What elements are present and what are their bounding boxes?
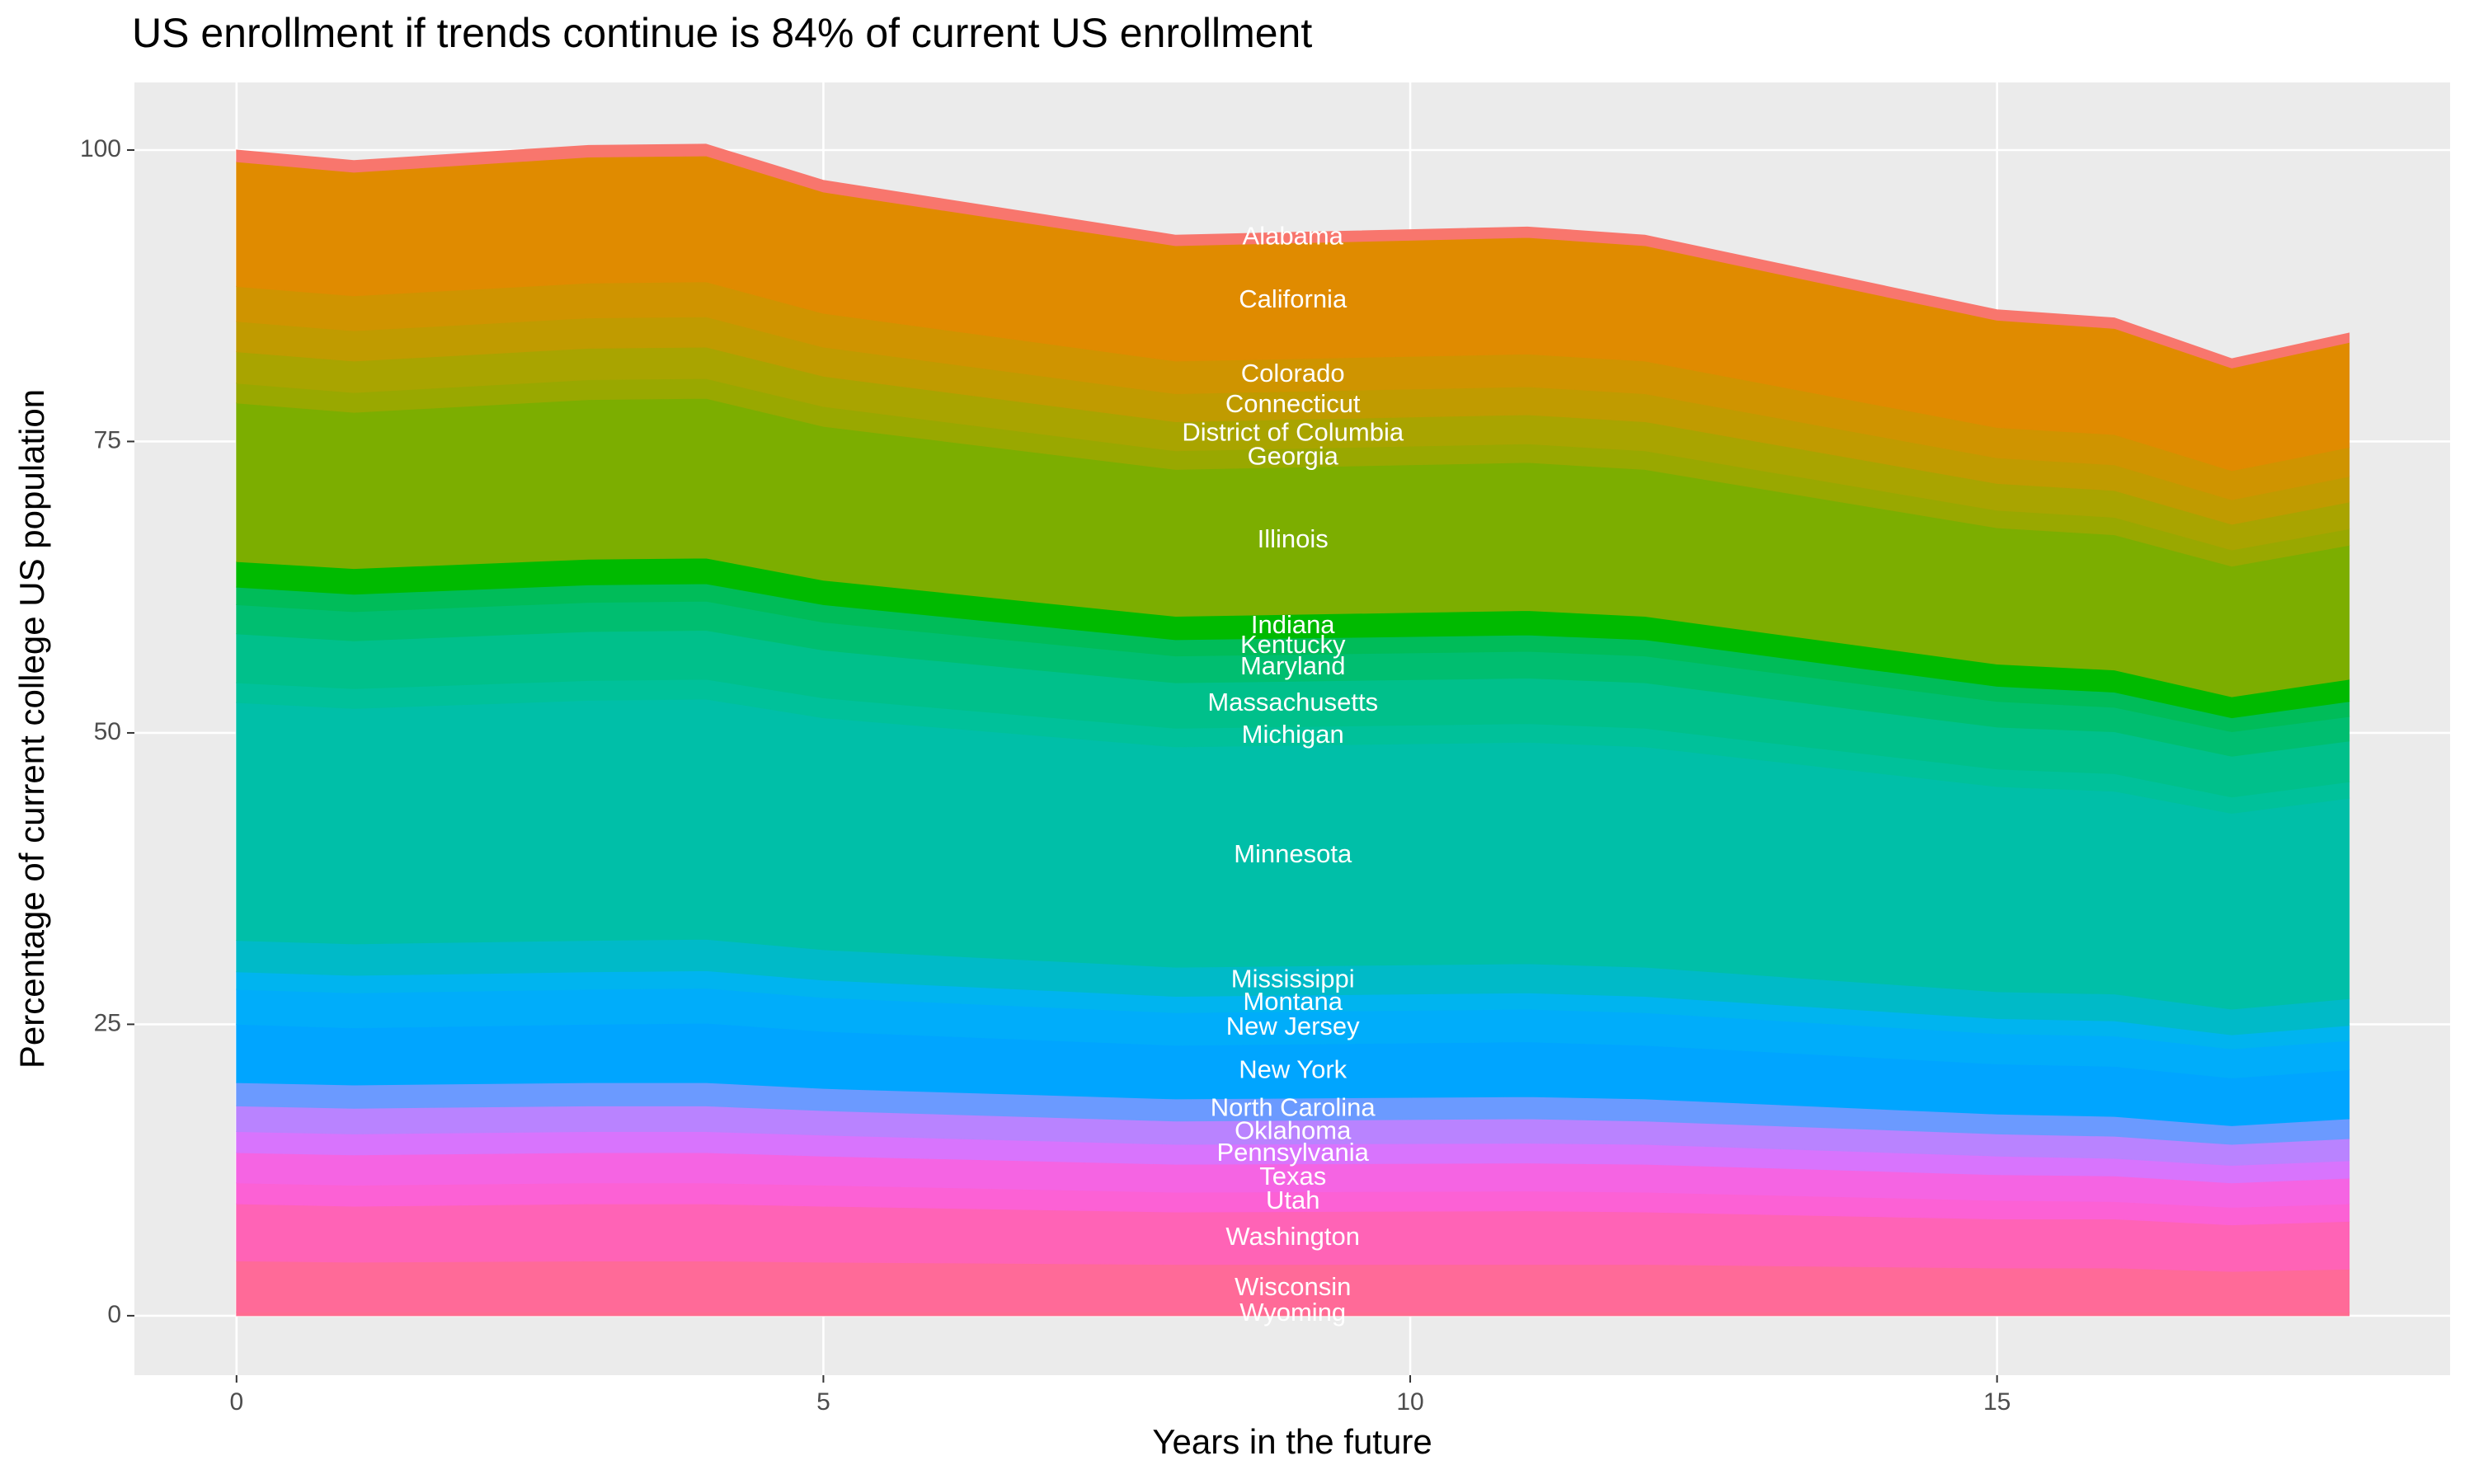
x-tick-label: 5 [816,1388,830,1416]
y-tick-label: 50 [94,718,121,745]
area-label: Minnesota [1234,839,1352,868]
area-label: Utah [1266,1186,1319,1214]
area-label: Connecticut [1225,389,1361,418]
area-label: Illinois [1258,524,1329,553]
y-tick-label: 25 [94,1009,121,1036]
y-tick-label: 0 [107,1301,121,1328]
area-label: North Carolina [1211,1093,1376,1122]
area-label: Pennsylvania [1217,1138,1370,1167]
area-label: New Jersey [1226,1012,1360,1040]
area-label: Texas [1259,1162,1326,1190]
x-tick-label: 10 [1396,1388,1423,1416]
y-axis-title: Percentage of current college US populat… [12,389,51,1068]
area-label: Montana [1243,987,1343,1016]
area-label: California [1239,284,1348,313]
area-label: Michigan [1242,720,1344,749]
area-label: Wyoming [1239,1298,1346,1327]
area-label: Washington [1225,1222,1360,1251]
area-label: Colorado [1241,359,1345,387]
chart-title: US enrollment if trends continue is 84% … [132,10,1312,56]
area-label: Mississippi [1231,965,1355,993]
x-tick-label: 15 [1983,1388,2011,1416]
axes: 0 25 50 75 100 0 5 10 15 [80,135,2011,1416]
area-label: Indiana [1251,610,1335,639]
area [236,143,2350,369]
x-axis-title: Years in the future [1152,1422,1432,1461]
area-label: Massachusetts [1207,688,1378,716]
y-tick-label: 75 [94,426,121,453]
area-label: Alabama [1243,221,1344,250]
area-label: Georgia [1248,441,1339,470]
area-label: Maryland [1240,651,1346,680]
area-label: Wisconsin [1235,1272,1351,1301]
areas [236,143,2350,1317]
y-tick-label: 100 [80,135,121,162]
area-label: Kentucky [1240,630,1346,659]
area-label: Oklahoma [1235,1115,1352,1144]
area-label: New York [1239,1054,1347,1083]
x-tick-label: 0 [229,1388,243,1416]
area-label: District of Columbia [1182,417,1404,446]
